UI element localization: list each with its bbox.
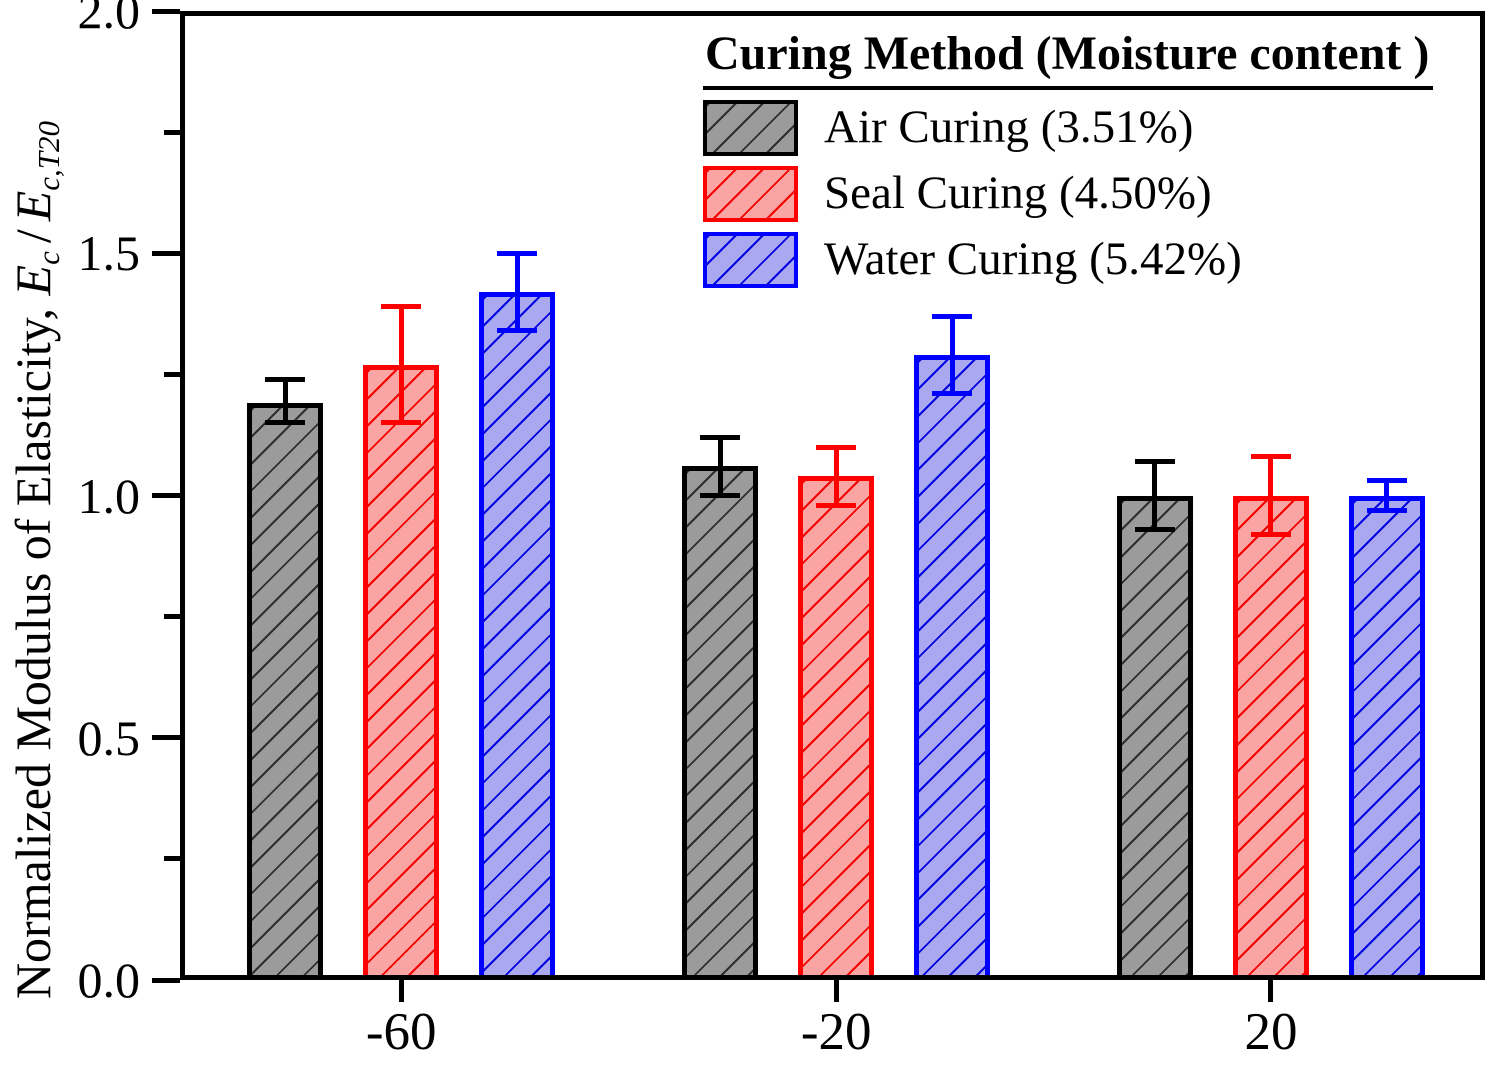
error-bar-cap (381, 420, 422, 426)
error-bar-cap (381, 304, 422, 310)
x-tick (1268, 980, 1274, 1002)
error-bar-cap (1134, 459, 1175, 465)
y-axis-title-separator: / (5, 229, 62, 244)
legend-label: Seal Curing (4.50%) (824, 167, 1212, 220)
error-bar-cap (1366, 507, 1407, 513)
y-tick-major (152, 977, 180, 983)
bar-water-curing-5-42-20 (1348, 495, 1425, 975)
x-tick-label: -60 (365, 1003, 437, 1061)
legend-label: Water Curing (5.42%) (824, 233, 1242, 286)
legend-swatch-water-curing-5-42 (703, 231, 798, 288)
legend-swatch-seal-curing-4-50 (703, 165, 798, 222)
legend: Curing Method (Moisture content ) Air Cu… (703, 27, 1434, 288)
bar-air-curing-3-51-60 (247, 403, 324, 975)
error-bar-line (282, 379, 288, 423)
bar-water-curing-5-42-20 (914, 354, 991, 975)
legend-swatch-air-curing-3-51 (703, 99, 798, 156)
error-bar-line (717, 437, 723, 496)
error-bar-cap (1250, 454, 1291, 460)
y-axis-title-var2: E (5, 190, 62, 222)
y-tick-minor (164, 129, 180, 135)
y-tick-minor (164, 371, 180, 377)
y-tick-major (152, 8, 180, 14)
legend-label: Air Curing (3.51%) (824, 101, 1194, 154)
y-axis-title: Normalized Modulus of Elasticity, Ec / Ec,… (5, 120, 66, 1000)
x-tick-label: -20 (800, 1003, 872, 1061)
error-bar-line (949, 316, 955, 394)
error-bar-cap (932, 313, 973, 319)
error-bar-line (833, 447, 839, 506)
error-bar-cap (816, 502, 857, 508)
error-bar-cap (1250, 531, 1291, 537)
error-bar-cap (1366, 478, 1407, 484)
bar-water-curing-5-42-60 (479, 292, 556, 975)
y-tick-label: 2.0 (77, 0, 141, 39)
bar-seal-curing-4-50-20 (798, 476, 875, 975)
bar-seal-curing-4-50-60 (363, 364, 440, 975)
error-bar-cap (497, 328, 538, 334)
y-tick-major (152, 493, 180, 498)
y-axis-title-text: Normalized Modulus of Elasticity, (5, 295, 62, 1000)
x-tick-label: 20 (1244, 1003, 1298, 1061)
bar-air-curing-3-51-20 (682, 466, 759, 975)
legend-items: Air Curing (3.51%) Seal Curing (4.50%) Wat… (703, 99, 1433, 288)
bar-air-curing-3-51-20 (1116, 495, 1193, 975)
error-bar-cap (265, 376, 306, 382)
error-bar-line (398, 306, 404, 423)
error-bar-cap (265, 420, 306, 426)
error-bar-cap (700, 493, 741, 498)
y-axis-title-var1: E (5, 264, 62, 296)
x-tick (398, 980, 404, 1002)
y-axis-title-sub1: c (30, 251, 66, 265)
error-bar-line (1268, 456, 1274, 535)
error-bar-line (1152, 461, 1158, 530)
bar-seal-curing-4-50-20 (1232, 495, 1309, 975)
legend-title: Curing Method (Moisture content ) (703, 27, 1434, 90)
y-tick-major (152, 735, 180, 741)
error-bar-line (1384, 480, 1390, 511)
x-tick (833, 980, 839, 1002)
error-bar-line (514, 253, 520, 331)
error-bar-cap (1134, 526, 1175, 532)
y-tick-label: 1.5 (77, 225, 141, 282)
legend-item: Water Curing (5.42%) (703, 231, 1433, 288)
y-tick-minor (164, 856, 180, 862)
y-tick-label: 1.0 (77, 467, 141, 524)
y-tick-major (152, 250, 180, 256)
y-tick-minor (164, 614, 180, 620)
y-axis-title-sub2: c,T20 (30, 120, 66, 191)
legend-item: Air Curing (3.51%) (703, 99, 1433, 156)
error-bar-cap (816, 444, 857, 450)
error-bar-cap (932, 391, 973, 397)
error-bar-cap (497, 250, 538, 256)
y-tick-label: 0.0 (77, 952, 141, 1008)
y-tick-label: 0.5 (77, 709, 141, 766)
legend-item: Seal Curing (4.50%) (703, 165, 1433, 222)
error-bar-cap (700, 434, 741, 440)
